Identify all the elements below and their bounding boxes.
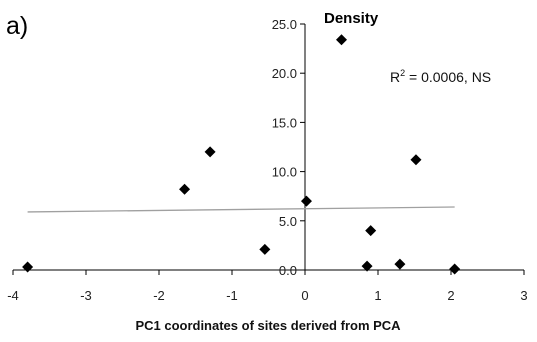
chart-title: Density — [324, 10, 379, 27]
r-squared-value: = 0.0006, NS — [405, 69, 491, 85]
x-tick-label: -3 — [80, 288, 92, 303]
data-point — [300, 195, 312, 207]
y-tick-label: 5.0 — [279, 214, 297, 229]
data-point — [259, 243, 271, 255]
x-tick-label: -2 — [153, 288, 165, 303]
x-tick-label: 1 — [374, 288, 381, 303]
data-point — [22, 261, 34, 273]
data-point — [204, 146, 216, 158]
data-points — [22, 34, 461, 275]
data-point — [394, 258, 406, 270]
data-point — [410, 154, 422, 166]
y-tick-label: 10.0 — [272, 165, 297, 180]
data-point — [179, 183, 191, 195]
x-tick-label: -1 — [226, 288, 238, 303]
y-tick-label: 0.0 — [279, 263, 297, 278]
x-axis-label: PC1 coordinates of sites derived from PC… — [135, 318, 401, 333]
data-point — [365, 225, 377, 237]
x-tick-label: 2 — [447, 288, 454, 303]
panel-label: a) — [6, 12, 28, 40]
x-tick-label: 3 — [520, 288, 527, 303]
axes: -4 -3 -2 -1 0 1 2 3 0.0 5.0 10.0 15.0 20.0 25.0 — [7, 17, 527, 303]
trendline — [27, 206, 455, 213]
y-tick-label: 25.0 — [272, 17, 297, 32]
trendline-layer — [27, 206, 455, 213]
x-tick-label: 0 — [301, 288, 308, 303]
r-squared-annotation: R2 = 0.0006, NS — [390, 68, 491, 85]
r-squared-base: R — [390, 69, 400, 85]
data-point — [361, 260, 373, 272]
data-point — [336, 34, 347, 46]
y-tick-label: 15.0 — [272, 115, 297, 130]
r-squared-superscript: 2 — [400, 68, 405, 78]
data-point — [449, 263, 461, 275]
y-tick-label: 20.0 — [272, 66, 297, 81]
x-tick-label: -4 — [7, 288, 19, 303]
